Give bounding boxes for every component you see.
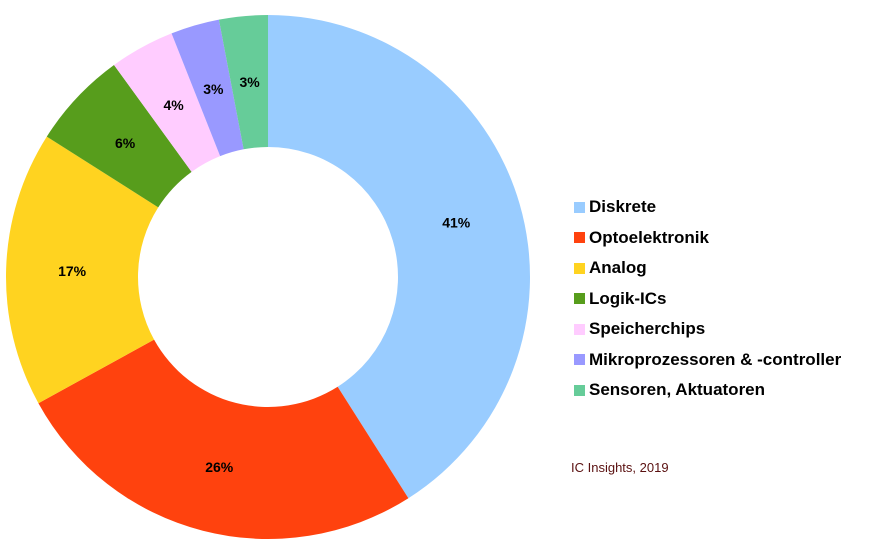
data-label: 17%	[58, 263, 87, 279]
legend-swatch	[574, 201, 585, 213]
legend-label: Sensoren, Aktuatoren	[589, 380, 766, 400]
legend-item: Analog	[574, 253, 841, 284]
legend-label: Analog	[589, 258, 647, 278]
legend-label: Logik-ICs	[589, 288, 667, 308]
legend-label: Mikroprozessoren & -controller	[589, 349, 842, 369]
data-label: 3%	[203, 81, 224, 97]
legend-item: Mikroprozessoren & -controller	[574, 345, 841, 376]
source-note: IC Insights, 2019	[571, 460, 669, 475]
legend-item: Sensoren, Aktuatoren	[574, 375, 841, 406]
legend-item: Speicherchips	[574, 314, 841, 345]
donut-chart: 41% 26% 17% 6% 4% 3% 3%	[5, 15, 530, 539]
slice-speicherchips	[114, 33, 221, 172]
legend-label: Speicherchips	[589, 319, 706, 339]
legend-swatch	[574, 232, 585, 244]
slice-analog	[5, 136, 159, 404]
legend-swatch	[574, 384, 585, 396]
slice-diskrete	[268, 15, 530, 499]
data-label: 3%	[239, 74, 260, 90]
legend-label: Optoelektronik	[589, 227, 709, 247]
legend-item: Logik-ICs	[574, 284, 841, 315]
slice-sensoren-aktuatoren	[218, 15, 268, 150]
legend-swatch	[574, 323, 585, 335]
data-label: 6%	[115, 135, 136, 151]
legend-swatch	[574, 262, 585, 274]
legend-item: Optoelektronik	[574, 223, 841, 254]
legend-item: Diskrete	[574, 192, 841, 223]
data-label: 26%	[205, 459, 234, 475]
slice-logik-ics	[46, 65, 192, 208]
slice-mikroprozessoren-controller	[171, 19, 244, 157]
slice-optoelektronik	[38, 339, 409, 539]
legend-swatch	[574, 293, 585, 305]
legend-swatch	[574, 354, 585, 366]
data-label: 4%	[163, 97, 184, 113]
legend-label: Diskrete	[589, 197, 657, 217]
legend: Diskrete Optoelektronik Analog Logik-ICs Spe…	[574, 192, 841, 406]
data-label: 41%	[442, 214, 471, 230]
